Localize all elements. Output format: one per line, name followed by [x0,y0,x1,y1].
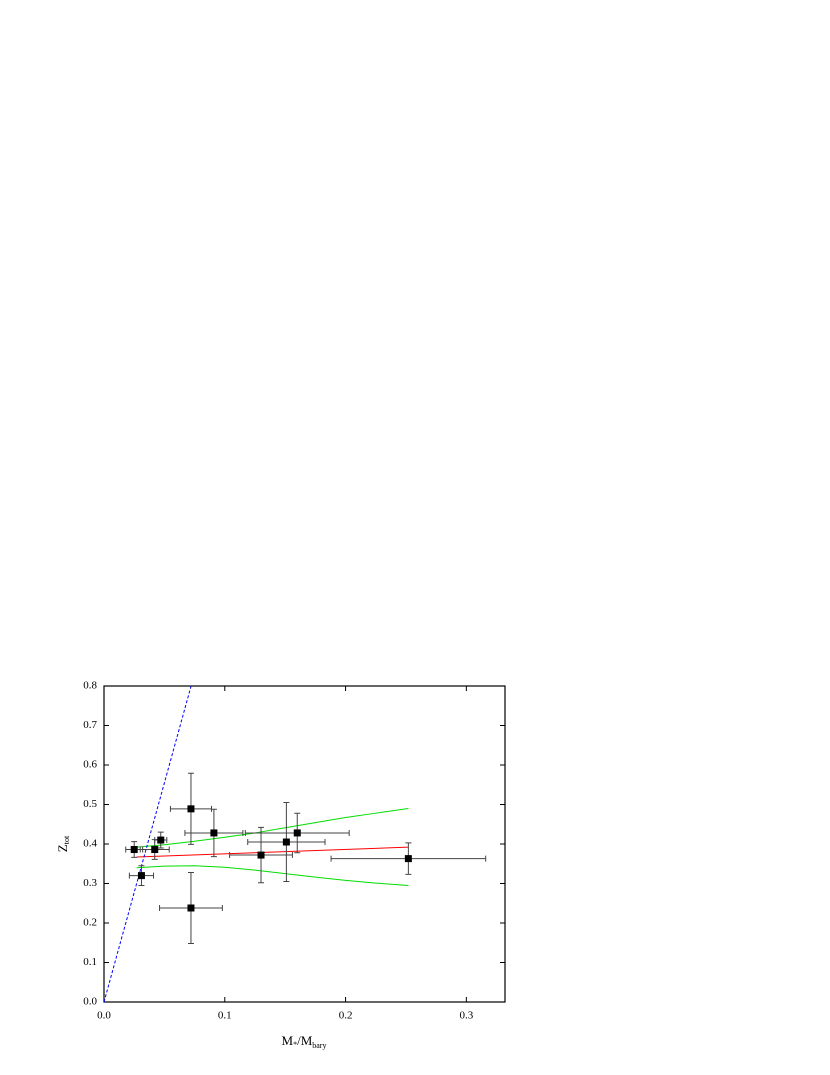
y-tick-label: 0.3 [83,877,97,889]
y-axis-label: Ztot [55,835,71,852]
x-axis-label: M*/Mbary [282,1033,327,1050]
x-label-part: * [293,1040,297,1049]
data-point [137,872,145,880]
x-label-part: /M [297,1033,313,1048]
x-tick-label: 0.0 [97,1010,111,1022]
data-point [157,836,165,844]
y-tick-label: 0.1 [83,956,97,968]
data-point [210,829,218,837]
y-tick-label: 0.4 [83,838,97,850]
x-label-part: M [282,1033,294,1048]
y-label-part: tot [62,835,71,844]
fit-line [136,807,409,848]
data-point [151,846,159,854]
data-point [187,805,195,813]
x-tick-label: 0.1 [218,1010,232,1022]
y-tick-label: 0.7 [83,719,97,731]
data-point [187,904,195,912]
y-tick-label: 0.6 [83,759,97,771]
x-label-part: bary [312,1041,326,1050]
y-tick-label: 0.8 [83,680,97,692]
data-point [282,838,290,846]
data-point [293,829,301,837]
data-point [404,855,412,863]
fit-line [104,686,192,1002]
y-label-part: Z [55,844,70,852]
fit-line [136,846,409,858]
fit-line [136,865,409,886]
y-tick-label: 0.2 [83,917,97,929]
y-tick-label: 0.5 [83,798,97,810]
y-tick-label: 0.0 [83,996,97,1008]
x-tick-label: 0.2 [339,1010,353,1022]
data-point [130,846,138,854]
x-tick-label: 0.3 [459,1010,473,1022]
data-point [257,851,265,859]
plot-frame [103,685,506,1003]
